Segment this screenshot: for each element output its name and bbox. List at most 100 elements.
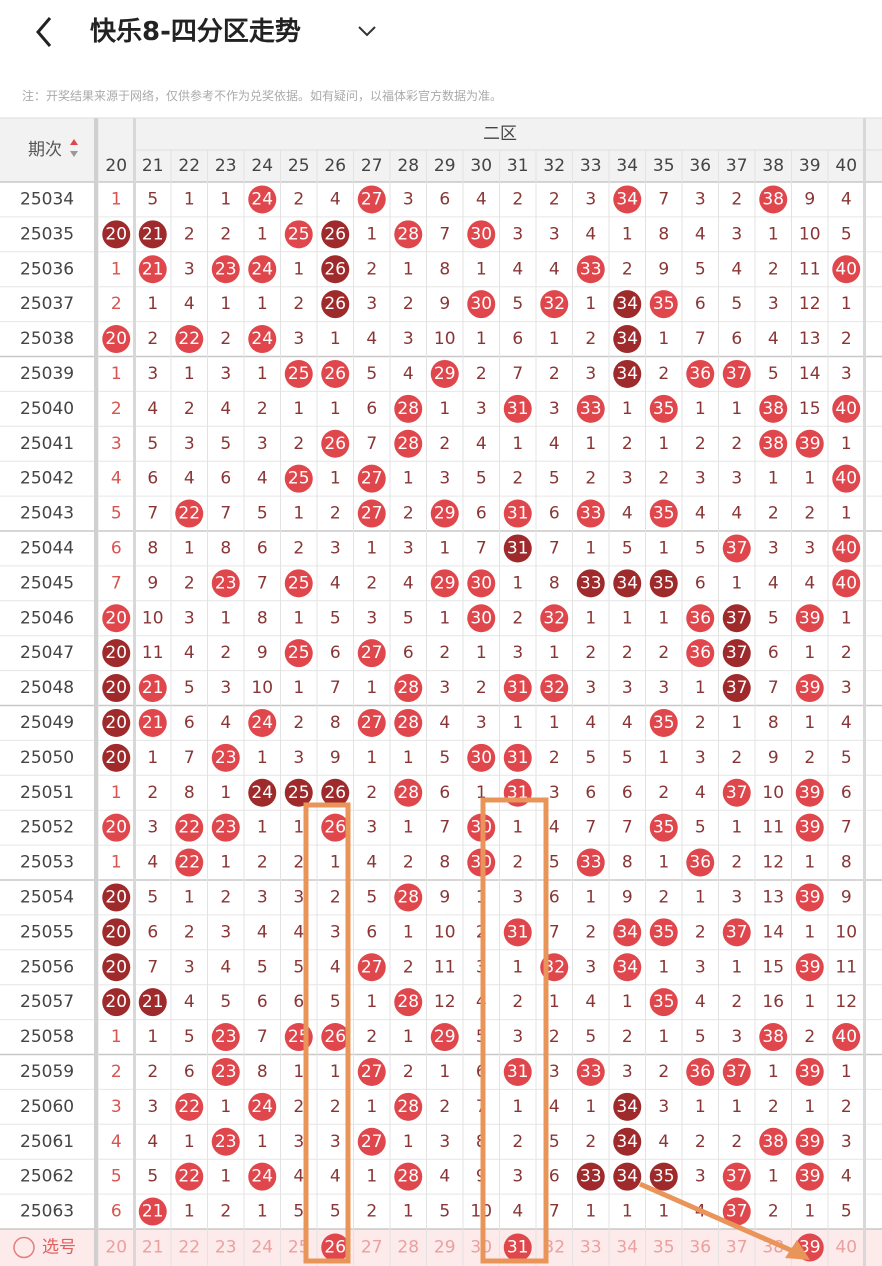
hit-number: 24 <box>251 329 273 349</box>
pick-number[interactable]: 40 <box>835 1238 857 1258</box>
miss-count: 5 <box>147 1167 158 1187</box>
period: 25044 <box>20 538 74 558</box>
miss-count: 2 <box>220 224 231 244</box>
pick-number[interactable]: 21 <box>142 1238 164 1258</box>
miss-count: 2 <box>111 399 122 419</box>
period: 25038 <box>20 329 74 349</box>
hit-ball <box>284 220 313 249</box>
hit-number: 32 <box>543 678 565 698</box>
selected-ball[interactable] <box>321 1233 350 1262</box>
hit-ball <box>430 359 459 388</box>
miss-count: 10 <box>799 224 821 244</box>
hit-ball <box>211 1023 240 1052</box>
column-number: 25 <box>288 156 310 176</box>
pick-number[interactable]: 37 <box>726 1238 748 1258</box>
hit-ball <box>722 1162 751 1191</box>
pick-number[interactable]: 32 <box>543 1238 565 1258</box>
miss-count: 13 <box>799 329 821 349</box>
dropdown-icon[interactable] <box>358 26 376 37</box>
hit-ball <box>357 464 386 493</box>
miss-count: 1 <box>841 434 852 454</box>
miss-count: 11 <box>762 818 784 838</box>
hit-ball <box>102 639 131 668</box>
pick-number[interactable]: 33 <box>580 1238 602 1258</box>
hit-number: 30 <box>470 294 492 314</box>
miss-count: 1 <box>476 329 487 349</box>
pick-number[interactable]: 22 <box>178 1238 200 1258</box>
hit-number: 36 <box>689 364 711 384</box>
pick-number[interactable]: 34 <box>616 1238 638 1258</box>
hit-ball <box>613 185 642 214</box>
miss-count: 2 <box>549 364 560 384</box>
miss-count: 5 <box>403 608 414 628</box>
hit-number: 34 <box>616 1097 638 1117</box>
hit-number: 40 <box>835 538 857 558</box>
hit-ball <box>503 1057 532 1086</box>
miss-count: 4 <box>585 713 596 733</box>
selected-ball[interactable] <box>503 1233 532 1262</box>
miss-count: 10 <box>434 329 456 349</box>
hit-number: 23 <box>215 748 237 768</box>
hit-ball <box>649 988 678 1017</box>
select-icon[interactable] <box>13 1236 35 1259</box>
hit-ball <box>795 604 824 633</box>
miss-count: 7 <box>512 364 523 384</box>
hit-ball <box>576 499 605 528</box>
hit-ball <box>503 534 532 563</box>
pick-number[interactable]: 29 <box>434 1238 456 1258</box>
miss-count: 2 <box>841 329 852 349</box>
pick-number[interactable]: 31 <box>507 1238 529 1258</box>
miss-count: 2 <box>366 259 377 279</box>
column-number: 22 <box>178 156 200 176</box>
miss-count: 3 <box>695 957 706 977</box>
period-divider <box>94 118 98 1266</box>
page-title[interactable]: 快乐8-四分区走势 <box>90 17 301 47</box>
hit-ball <box>321 290 350 319</box>
hit-ball <box>795 1057 824 1086</box>
period: 25034 <box>20 189 74 209</box>
miss-count: 2 <box>512 992 523 1012</box>
miss-count: 2 <box>695 1132 706 1152</box>
miss-count: 12 <box>835 992 857 1012</box>
pick-number[interactable]: 27 <box>361 1238 383 1258</box>
miss-count: 3 <box>585 189 596 209</box>
hit-number: 35 <box>653 713 675 733</box>
miss-count: 2 <box>330 1097 341 1117</box>
hit-number: 37 <box>726 783 748 803</box>
miss-count: 11 <box>799 259 821 279</box>
miss-count: 4 <box>695 504 706 524</box>
miss-count: 8 <box>330 713 341 733</box>
miss-count: 1 <box>439 538 450 558</box>
miss-count: 1 <box>366 538 377 558</box>
miss-count: 5 <box>220 434 231 454</box>
pick-number[interactable]: 26 <box>324 1238 346 1258</box>
back-button[interactable] <box>36 17 52 47</box>
miss-count: 10 <box>835 922 857 942</box>
highlight-box <box>303 802 351 1264</box>
miss-count: 4 <box>293 1167 304 1187</box>
footer-bg <box>0 1229 882 1266</box>
miss-count: 1 <box>804 853 815 873</box>
miss-count: 1 <box>768 1167 779 1187</box>
miss-count: 1 <box>731 713 742 733</box>
hit-ball <box>795 429 824 458</box>
miss-count: 3 <box>768 294 779 314</box>
pick-number[interactable]: 36 <box>689 1238 711 1258</box>
miss-count: 8 <box>220 538 231 558</box>
hit-number: 20 <box>105 224 127 244</box>
pick-number[interactable]: 20 <box>105 1238 127 1258</box>
pick-number[interactable]: 28 <box>397 1238 419 1258</box>
hit-ball <box>540 674 569 703</box>
miss-count: 3 <box>731 1027 742 1047</box>
hit-number: 23 <box>215 1027 237 1047</box>
hit-number: 20 <box>105 957 127 977</box>
hit-ball <box>102 813 131 842</box>
miss-count: 5 <box>549 469 560 489</box>
pick-number[interactable]: 35 <box>653 1238 675 1258</box>
miss-count: 2 <box>804 1027 815 1047</box>
miss-count: 3 <box>403 189 414 209</box>
pick-number[interactable]: 23 <box>215 1238 237 1258</box>
pick-number[interactable]: 24 <box>251 1238 273 1258</box>
miss-count: 1 <box>841 1062 852 1082</box>
hit-ball <box>832 394 861 423</box>
